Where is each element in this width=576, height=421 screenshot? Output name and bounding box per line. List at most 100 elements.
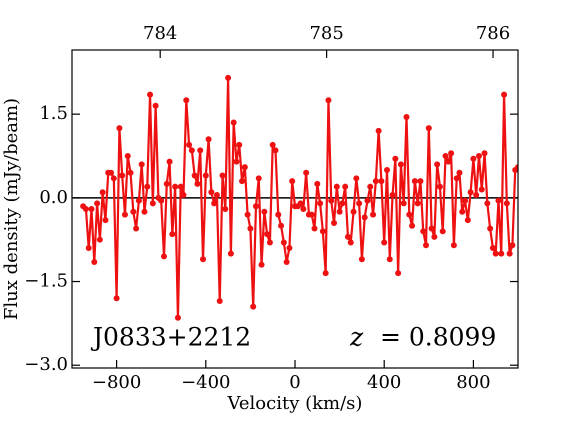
data-point bbox=[183, 97, 190, 104]
data-point bbox=[160, 253, 167, 260]
data-point bbox=[473, 192, 480, 199]
data-point bbox=[113, 295, 120, 302]
data-point bbox=[464, 217, 471, 224]
source-label: J0833+2212 bbox=[90, 323, 251, 352]
data-point bbox=[322, 270, 329, 277]
data-point bbox=[450, 242, 457, 249]
data-point bbox=[303, 169, 310, 176]
data-point bbox=[147, 91, 154, 98]
data-point bbox=[158, 197, 165, 204]
data-point bbox=[328, 197, 335, 204]
data-point bbox=[319, 228, 326, 235]
data-point bbox=[331, 219, 338, 226]
data-point bbox=[283, 259, 290, 265]
data-point bbox=[417, 178, 424, 185]
x2-tick-label: 784 bbox=[143, 23, 177, 44]
data-point bbox=[356, 200, 363, 207]
data-point bbox=[317, 200, 324, 207]
data-point bbox=[275, 211, 282, 218]
data-point bbox=[91, 259, 98, 265]
data-point bbox=[174, 314, 181, 321]
data-point bbox=[300, 206, 307, 212]
data-point bbox=[370, 211, 377, 218]
data-point bbox=[489, 245, 496, 252]
y-tick-label: −3.0 bbox=[24, 354, 68, 375]
data-point bbox=[339, 200, 346, 207]
data-point bbox=[250, 303, 257, 310]
data-point bbox=[197, 147, 204, 154]
data-point bbox=[289, 178, 296, 185]
data-point bbox=[386, 256, 393, 263]
data-point bbox=[445, 158, 452, 165]
data-point bbox=[506, 250, 513, 257]
data-point bbox=[286, 245, 293, 252]
data-point bbox=[99, 189, 106, 196]
data-point bbox=[261, 208, 268, 215]
y-tick-label: −1.5 bbox=[24, 271, 68, 292]
data-point bbox=[188, 147, 195, 154]
plot-frame bbox=[71, 49, 519, 369]
data-point bbox=[336, 208, 343, 215]
data-point bbox=[515, 164, 518, 171]
data-point bbox=[133, 225, 140, 232]
data-point bbox=[233, 158, 240, 165]
x-tick-label: −400 bbox=[181, 372, 230, 393]
data-point bbox=[241, 164, 248, 171]
data-point bbox=[389, 192, 396, 199]
data-point bbox=[169, 231, 176, 238]
data-point bbox=[278, 222, 285, 229]
data-point bbox=[227, 250, 234, 257]
data-point bbox=[216, 298, 223, 305]
data-point bbox=[186, 141, 193, 148]
data-point bbox=[102, 217, 109, 224]
data-point bbox=[436, 183, 443, 190]
data-point bbox=[475, 153, 482, 159]
data-point bbox=[367, 183, 374, 190]
data-point bbox=[344, 233, 351, 240]
x-tick-label: −800 bbox=[92, 372, 141, 393]
data-point bbox=[397, 161, 404, 168]
data-point bbox=[82, 206, 89, 212]
data-point bbox=[453, 175, 460, 182]
data-point bbox=[478, 186, 485, 193]
data-point bbox=[492, 250, 499, 257]
data-point bbox=[487, 225, 494, 232]
data-point bbox=[297, 200, 304, 207]
data-point bbox=[462, 197, 469, 204]
data-point bbox=[411, 178, 418, 185]
data-point bbox=[361, 214, 368, 221]
redshift-value: = 0.8099 bbox=[380, 323, 496, 352]
data-point bbox=[375, 127, 382, 134]
data-point bbox=[119, 172, 126, 179]
data-point bbox=[258, 261, 265, 268]
data-point bbox=[481, 150, 488, 157]
data-point bbox=[222, 206, 229, 212]
data-point bbox=[230, 119, 237, 126]
data-point bbox=[434, 161, 441, 168]
y-axis-label: Flux density (mJy/beam) bbox=[1, 98, 22, 320]
data-point bbox=[236, 141, 243, 148]
data-point bbox=[392, 155, 399, 162]
x-axis-label: Velocity (km/s) bbox=[227, 393, 363, 414]
data-point bbox=[138, 161, 145, 168]
data-point bbox=[264, 231, 271, 238]
data-point bbox=[208, 189, 215, 196]
data-point bbox=[85, 245, 92, 252]
data-point bbox=[127, 169, 134, 176]
plot-area bbox=[80, 74, 518, 321]
data-point bbox=[130, 208, 137, 215]
y-tick-label: 1.5 bbox=[39, 103, 68, 124]
data-point bbox=[308, 211, 315, 218]
data-point bbox=[467, 189, 474, 196]
data-point bbox=[347, 239, 354, 246]
data-point bbox=[414, 200, 421, 207]
data-point bbox=[239, 178, 246, 185]
data-point bbox=[395, 270, 402, 277]
data-point bbox=[325, 97, 332, 104]
data-point bbox=[194, 180, 201, 187]
data-point bbox=[406, 211, 413, 218]
x2-tick-label: 786 bbox=[476, 23, 510, 44]
x-tick-label: 400 bbox=[367, 372, 401, 393]
data-point bbox=[409, 222, 416, 229]
